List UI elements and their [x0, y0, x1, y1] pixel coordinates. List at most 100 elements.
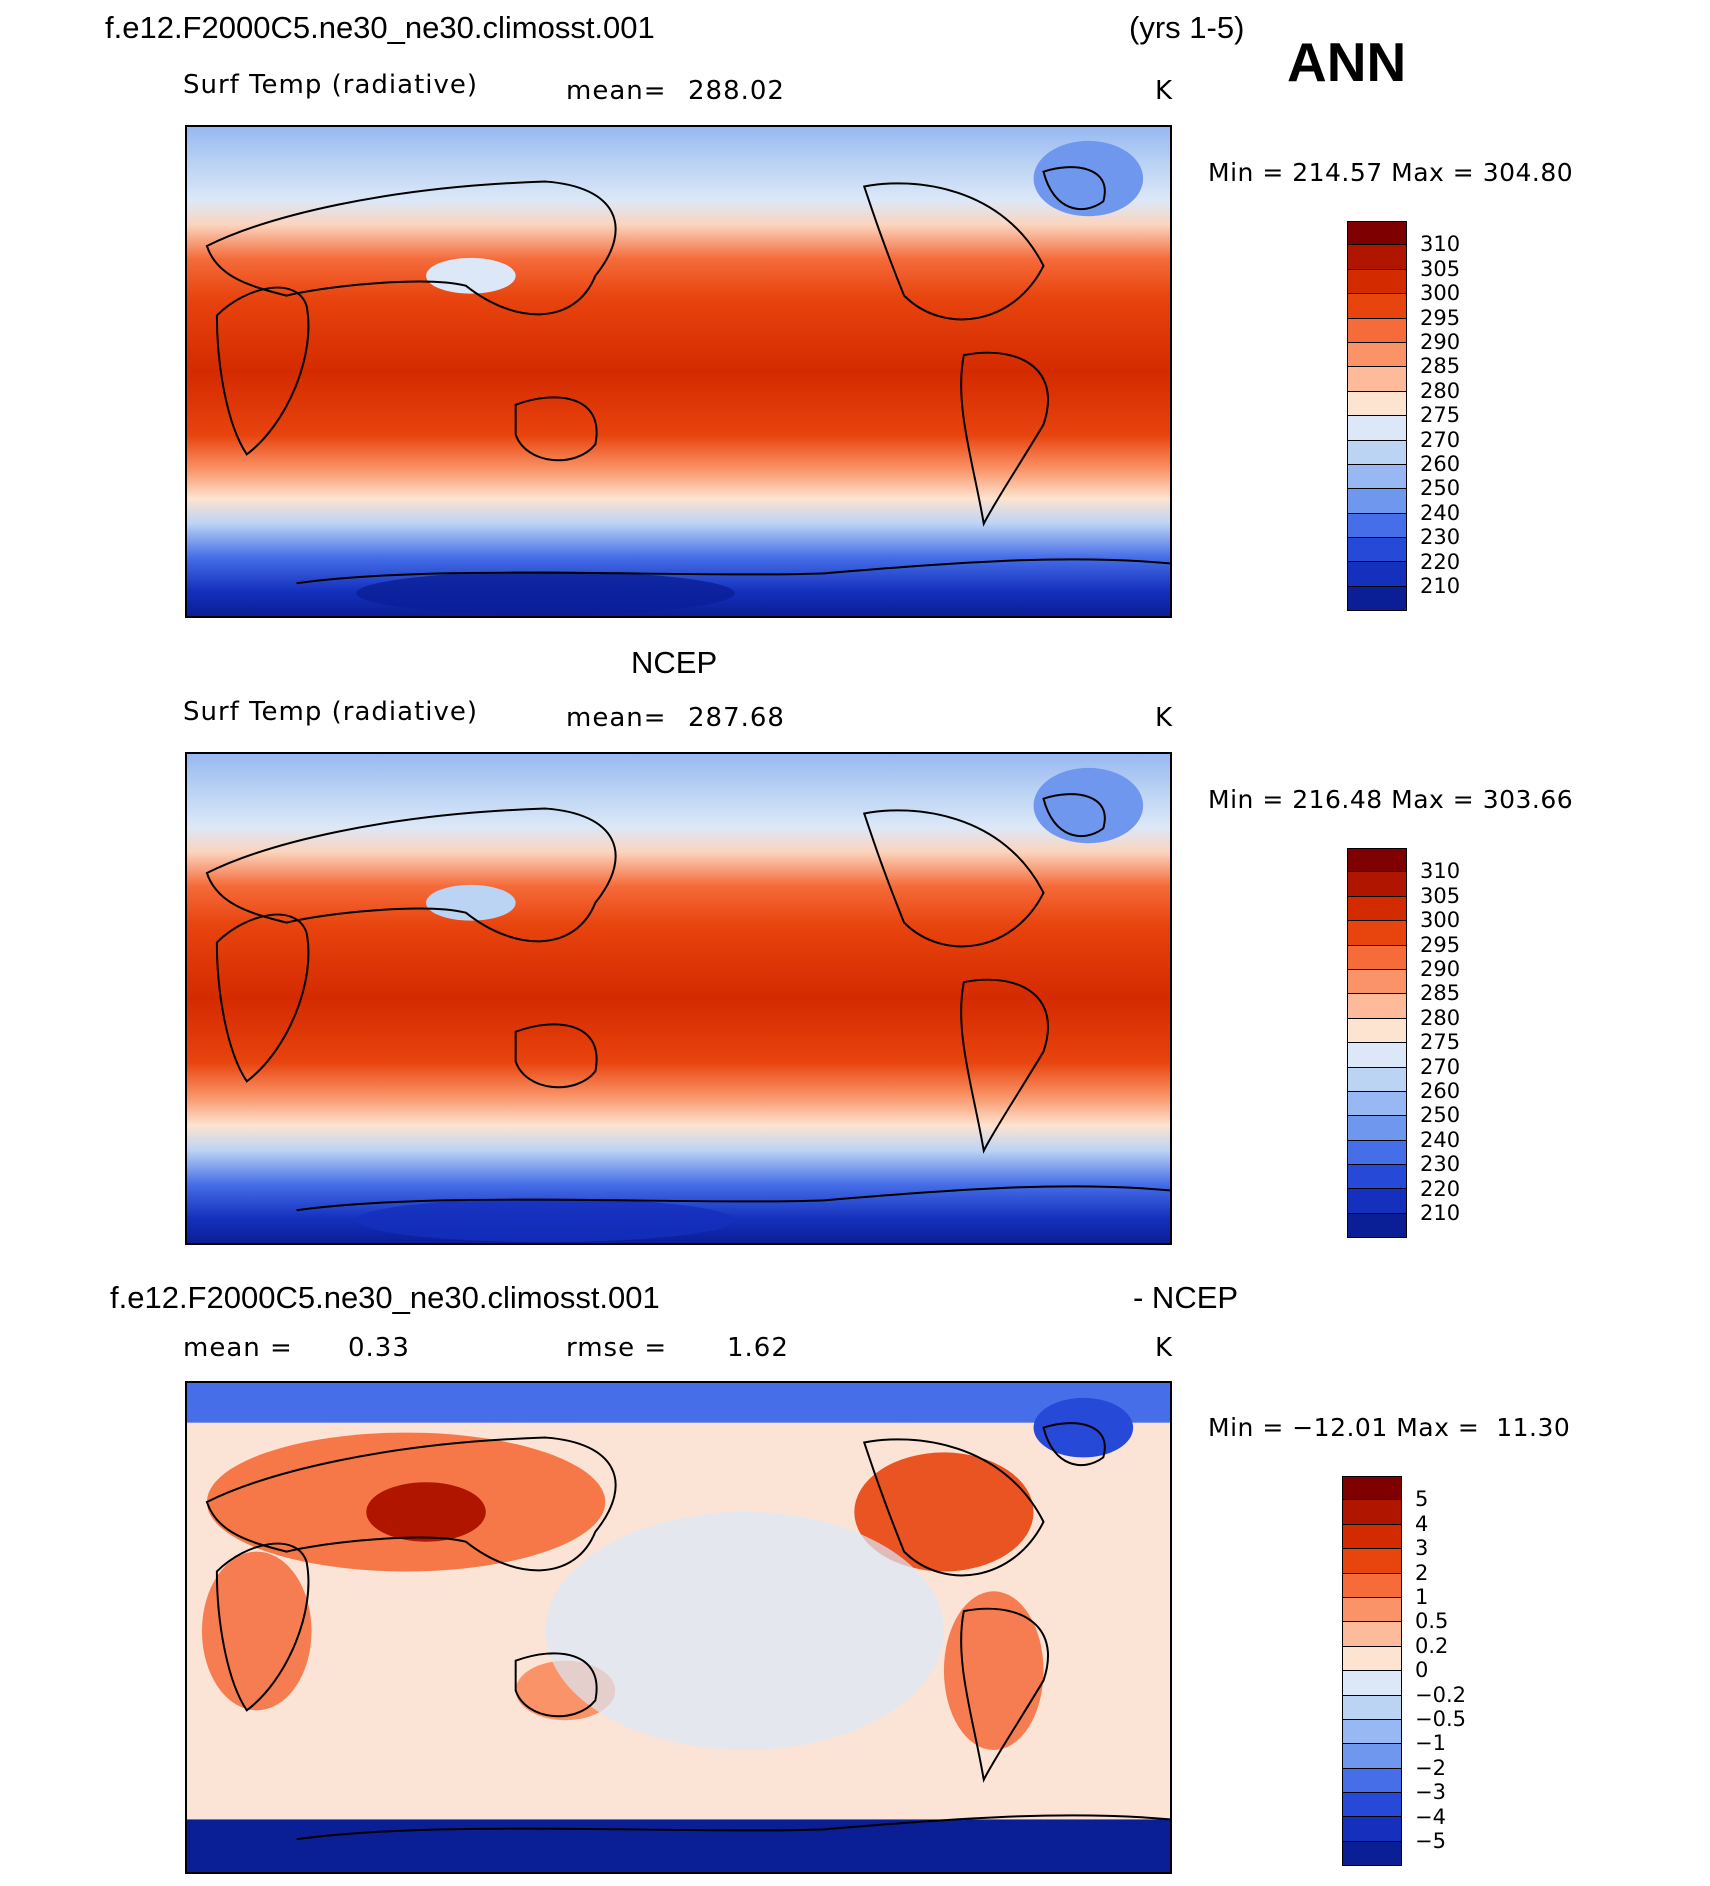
colorbar-swatch	[1342, 1622, 1402, 1647]
map-difference	[185, 1381, 1172, 1874]
min-value: 214.57	[1292, 158, 1383, 187]
coastlines	[205, 793, 1170, 1212]
colorbar-tick-label: 1	[1415, 1585, 1429, 1609]
panel-model-minmax: Min = 214.57 Max = 304.80	[1208, 158, 1574, 187]
colorbar-swatch	[1342, 1793, 1402, 1818]
colorbar-tick-label: 290	[1420, 957, 1461, 981]
panel-diff-rmse-value: 1.62	[727, 1333, 789, 1363]
colorbar-swatch	[1347, 221, 1407, 246]
panel-obs-variable: Surf Temp (radiative)	[183, 697, 479, 727]
panel-model-units: K	[1155, 76, 1174, 106]
colorbar-swatch	[1347, 440, 1407, 465]
colorbar-tick-label: 295	[1420, 305, 1461, 330]
colorbar-tick-label: 275	[1420, 403, 1461, 428]
colorbar-swatch	[1347, 921, 1407, 946]
colorbar-swatch	[1347, 294, 1407, 319]
colorbar-swatch	[1342, 1500, 1402, 1525]
colorbar-tick-label: 270	[1420, 1054, 1461, 1079]
case-title: f.e12.F2000C5.ne30_ne30.climosst.001	[105, 10, 655, 45]
greenland-cold	[1033, 140, 1144, 217]
colorbar-swatch	[1347, 969, 1407, 995]
colorbar-tick-label: 280	[1420, 1005, 1461, 1030]
colorbar-tick-label: 230	[1420, 1152, 1461, 1177]
colorbar-swatch	[1342, 1524, 1402, 1550]
colorbar-tick-label: 230	[1420, 525, 1461, 550]
colorbar-swatch	[1347, 245, 1407, 270]
min-value: 216.48	[1292, 785, 1383, 814]
colorbar-swatch	[1342, 1744, 1402, 1769]
colorbar-obs	[1347, 848, 1407, 1239]
colorbar-tick-label: 280	[1420, 378, 1461, 403]
colorbar-tick-label: 210	[1420, 574, 1461, 598]
tibet-cold	[426, 257, 516, 294]
colorbar-tick-label: 260	[1420, 452, 1461, 476]
colorbar-swatch	[1347, 1091, 1407, 1117]
panel-obs-title: NCEP	[631, 645, 718, 680]
colorbar-swatch	[1342, 1597, 1402, 1623]
season-label: ANN	[1287, 31, 1407, 93]
panel-obs-minmax: Min = 216.48 Max = 303.66	[1208, 785, 1574, 814]
colorbar-tick-label: −3	[1415, 1780, 1446, 1805]
colorbar-tick-label: 310	[1420, 232, 1461, 257]
coastlines	[205, 166, 1170, 585]
africa-warm	[201, 1551, 312, 1711]
colorbar-swatch	[1347, 1165, 1407, 1190]
panel-model-variable: Surf Temp (radiative)	[183, 70, 479, 100]
panel-diff-minmax: Min = −12.01 Max = 11.30	[1208, 1413, 1571, 1442]
colorbar-tick-label: 250	[1420, 476, 1461, 501]
map-obs	[185, 752, 1172, 1245]
greenland-cold	[1033, 1397, 1134, 1458]
colorbar-swatch	[1347, 1067, 1407, 1092]
colorbar-swatch	[1347, 367, 1407, 392]
colorbar-swatch	[1347, 269, 1407, 295]
colorbar-swatch	[1347, 1140, 1407, 1166]
colorbar-tick-label: 210	[1420, 1201, 1461, 1225]
colorbar-tick-label: −5	[1415, 1829, 1446, 1853]
colorbar-tick-label: 285	[1420, 981, 1461, 1006]
colorbar-tick-label: 295	[1420, 932, 1461, 957]
min-label: Min	[1208, 1413, 1254, 1442]
colorbar-swatch	[1347, 896, 1407, 922]
colorbar-swatch	[1347, 464, 1407, 490]
colorbar-swatch	[1347, 1018, 1407, 1044]
colorbar-swatch	[1347, 538, 1407, 563]
colorbar-tick-label: 290	[1420, 330, 1461, 354]
greenland-cold	[1033, 767, 1144, 844]
colorbar-swatch	[1347, 318, 1407, 343]
tibet-hot	[366, 1482, 486, 1542]
colorbar-difference	[1342, 1476, 1402, 1867]
colorbar-tick-label: −2	[1415, 1755, 1446, 1780]
colorbar-swatch	[1347, 586, 1407, 612]
colorbar-swatch	[1342, 1573, 1402, 1598]
colorbar-tick-label: 300	[1420, 908, 1461, 933]
panel-model-mean-label: mean=	[566, 76, 667, 106]
colorbar-tick-label: 260	[1420, 1079, 1461, 1103]
coastlines	[205, 1422, 1170, 1841]
colorbar-swatch	[1347, 513, 1407, 539]
colorbar-tick-label: −0.2	[1415, 1682, 1466, 1707]
colorbar-swatch	[1347, 1213, 1407, 1239]
colorbar-tick-label: 0.5	[1415, 1609, 1449, 1634]
panel-diff-mean-label: mean =	[183, 1333, 293, 1363]
years-label: (yrs 1-5)	[1129, 10, 1245, 45]
colorbar-tick-label: −4	[1415, 1804, 1446, 1829]
colorbar-tick-label: 310	[1420, 859, 1461, 884]
colorbar-swatch	[1342, 1768, 1402, 1794]
map-model	[185, 125, 1172, 618]
colorbar-swatch	[1342, 1476, 1402, 1501]
colorbar-swatch	[1347, 945, 1407, 970]
colorbar-tick-label: 3	[1415, 1536, 1429, 1561]
colorbar-tick-label: 5	[1415, 1487, 1429, 1512]
colorbar-swatch	[1342, 1671, 1402, 1696]
samerica-warm	[943, 1591, 1044, 1750]
panel-model-mean-value: 288.02	[688, 76, 785, 106]
colorbar-swatch	[1342, 1719, 1402, 1745]
min-value: −12.01	[1292, 1413, 1388, 1442]
colorbar-swatch	[1347, 848, 1407, 873]
colorbar-swatch	[1347, 872, 1407, 897]
colorbar-tick-label: 2	[1415, 1560, 1429, 1585]
panel-diff-units: K	[1155, 1333, 1174, 1363]
colorbar-swatch	[1342, 1549, 1402, 1574]
colorbar-swatch	[1347, 562, 1407, 587]
colorbar-swatch	[1347, 391, 1407, 417]
